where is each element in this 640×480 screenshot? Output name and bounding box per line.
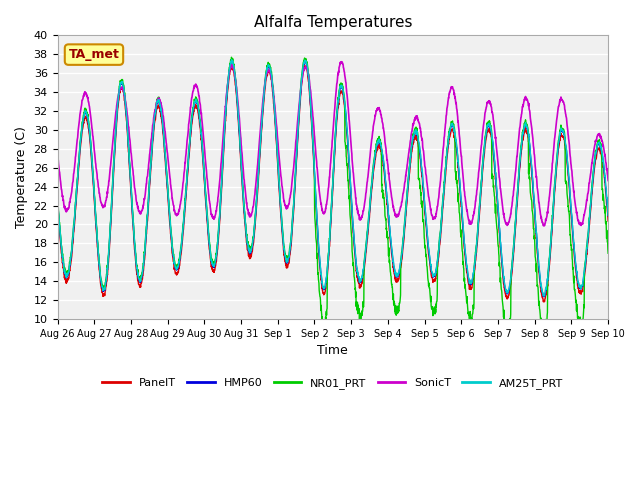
HMP60 (349, 220, 356, 226)
PanelT (604, 218, 612, 224)
Line: HMP60: HMP60 (58, 60, 608, 297)
NR01_PRT (361, 253, 369, 259)
AM25T_PRT (349, 219, 356, 225)
Line: PanelT: PanelT (58, 65, 608, 302)
HMP60 (54, 196, 61, 202)
AM25T_PRT (556, 130, 564, 135)
PanelT (349, 225, 356, 230)
AM25T_PRT (54, 195, 61, 201)
PanelT (361, 261, 369, 266)
AM25T_PRT (604, 212, 612, 218)
SonicT (604, 178, 612, 183)
Legend: PanelT, HMP60, NR01_PRT, SonicT, AM25T_PRT: PanelT, HMP60, NR01_PRT, SonicT, AM25T_P… (98, 373, 568, 393)
SonicT (572, 200, 579, 206)
PanelT (572, 261, 579, 267)
AM25T_PRT (207, 257, 215, 263)
X-axis label: Time: Time (317, 344, 348, 357)
Text: TA_met: TA_met (68, 48, 120, 61)
AM25T_PRT (540, 293, 548, 299)
HMP60 (604, 213, 612, 219)
SonicT (493, 149, 500, 155)
AM25T_PRT (493, 189, 500, 195)
Title: Alfalfa Temperatures: Alfalfa Temperatures (253, 15, 412, 30)
PanelT (54, 201, 61, 206)
Line: SonicT: SonicT (58, 62, 608, 226)
PanelT (540, 299, 548, 305)
HMP60 (572, 256, 579, 262)
NR01_PRT (207, 255, 215, 261)
SonicT (207, 211, 215, 216)
Line: NR01_PRT: NR01_PRT (58, 57, 608, 335)
AM25T_PRT (572, 255, 579, 261)
SonicT (361, 199, 369, 204)
NR01_PRT (54, 193, 61, 199)
NR01_PRT (556, 127, 564, 133)
SonicT (556, 97, 564, 103)
PanelT (556, 135, 564, 141)
Line: AM25T_PRT: AM25T_PRT (58, 60, 608, 296)
NR01_PRT (572, 291, 579, 297)
PanelT (228, 62, 236, 68)
Y-axis label: Temperature (C): Temperature (C) (15, 126, 28, 228)
AM25T_PRT (228, 57, 236, 62)
PanelT (493, 195, 500, 201)
HMP60 (207, 257, 215, 263)
NR01_PRT (604, 251, 612, 256)
HMP60 (361, 256, 369, 262)
SonicT (54, 149, 61, 155)
NR01_PRT (493, 226, 500, 232)
NR01_PRT (228, 54, 236, 60)
HMP60 (493, 190, 500, 196)
SonicT (337, 59, 345, 65)
SonicT (540, 223, 548, 228)
NR01_PRT (349, 256, 356, 262)
AM25T_PRT (361, 255, 369, 261)
HMP60 (228, 58, 236, 63)
SonicT (349, 165, 356, 171)
HMP60 (556, 131, 564, 137)
HMP60 (540, 294, 548, 300)
PanelT (207, 263, 215, 268)
NR01_PRT (540, 332, 547, 338)
